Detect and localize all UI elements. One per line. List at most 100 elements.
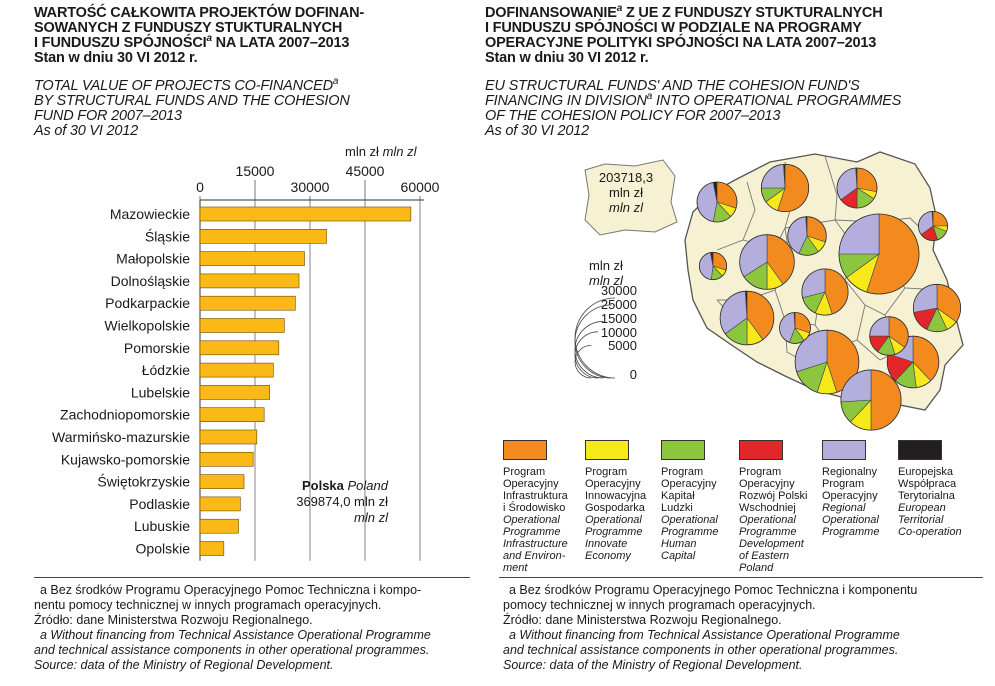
legend-label-en: Operational	[503, 514, 560, 526]
category-label: Wielkopolskie	[104, 318, 190, 334]
legend-label-en: Infrastructure	[503, 538, 568, 550]
category-label: Zachodniopomorskie	[60, 407, 190, 423]
legend-label-en: Programme	[739, 526, 797, 538]
legend-label-en: of Eastern Poland	[739, 550, 790, 574]
pie-outline	[779, 312, 811, 344]
pie-wielkopolskie	[739, 234, 795, 290]
legend-label-pl: Ludzki	[661, 502, 693, 514]
legend-label-en: Operational	[585, 514, 642, 526]
legend-label-en: Operational	[739, 514, 796, 526]
bar	[199, 541, 225, 556]
legend-label-pl: Wschodniej	[739, 502, 796, 514]
legend-label-en: Capital	[661, 550, 696, 562]
pie-outline	[760, 163, 810, 213]
legend-entry: Europejska Współpraca Terytorialna European…	[898, 466, 980, 538]
legend-label-pl: Program	[661, 466, 704, 478]
right-panel: DOFINANSOWANIEa Z UE Z FUNDUSZY STUKTURA…	[485, 0, 995, 686]
pie-outline	[794, 329, 860, 395]
pie-podlaskie	[917, 210, 949, 242]
legend-label-pl: Gospodarka	[585, 502, 645, 514]
pie-warmińsko-mazurskie	[836, 167, 878, 209]
x-tick-label: 15000	[236, 163, 275, 179]
legend-label-pl: Rozwój Polski	[739, 490, 808, 502]
pie-zachodniopomorskie	[696, 181, 738, 223]
pie-outline	[886, 335, 940, 389]
legend-swatch	[898, 440, 942, 460]
pie-outline	[719, 290, 775, 346]
category-label: Podkarpackie	[105, 295, 190, 311]
pie-outline	[696, 181, 738, 223]
legend-label-pl: Europejska	[898, 466, 954, 478]
legend-entry: Program Operacyjny Infrastruktura i Środowi…	[503, 466, 585, 574]
pie-outline	[838, 213, 920, 295]
scale-label: 30000	[601, 283, 637, 298]
bar	[199, 251, 305, 266]
pie-outline	[836, 167, 878, 209]
pie-łódzkie	[801, 268, 849, 316]
pie-świętokrzyskie	[869, 316, 909, 356]
category-label: Łódzkie	[142, 362, 190, 378]
pie-mazowieckie	[838, 213, 920, 295]
legend-label-pl: Terytorialna	[898, 490, 955, 502]
pie-małopolskie	[840, 369, 902, 431]
pie-kujawsko-pomorskie	[787, 216, 827, 256]
pie-outline	[917, 210, 949, 242]
right-title-pl: DOFINANSOWANIEa Z UE Z FUNDUSZY STUKTURA…	[485, 3, 883, 66]
legend-label-en: European	[898, 502, 946, 514]
category-label: Mazowieckie	[110, 206, 190, 222]
right-footnote: a Bez środków Programu Operacyjnego Pomo…	[503, 583, 918, 672]
category-label: Kujawsko-pomorskie	[61, 451, 190, 467]
pie-opolskie	[779, 312, 811, 344]
x-tick-label: 0	[196, 179, 204, 195]
category-label: Podlaskie	[129, 496, 190, 512]
left-unit-label: mln zł mln zl	[345, 144, 417, 159]
bar	[199, 318, 285, 333]
scale-unit: mln zł mln zl	[589, 258, 623, 288]
legend-entry: Regionalny Program Operacyjny Regional Opera…	[822, 466, 904, 538]
x-tick-label: 30000	[291, 179, 330, 195]
scale-label: 5000	[608, 338, 637, 353]
scale-label: 10000	[601, 325, 637, 340]
bar	[199, 474, 245, 489]
bar	[199, 407, 265, 422]
pie-outline	[840, 369, 902, 431]
category-label: Lubelskie	[131, 384, 190, 400]
bar	[199, 429, 258, 445]
legend-label-en: Economy	[585, 550, 631, 562]
category-label: Pomorskie	[124, 340, 190, 356]
legend-entry: Program Operacyjny Kapitał Ludzki Operationa…	[661, 466, 743, 562]
legend-label-pl: Program	[739, 466, 782, 478]
legend-label-en: Operational	[661, 514, 718, 526]
bar	[199, 451, 254, 467]
total-inset	[584, 159, 678, 236]
legend-label-pl: Operacyjny	[739, 478, 795, 490]
category-label: Warmińsko-mazurskie	[52, 429, 190, 445]
pie-outline	[869, 316, 909, 356]
legend-label-pl: Program	[503, 466, 546, 478]
bar	[199, 273, 300, 289]
pie-outline	[912, 283, 962, 333]
scale-arc	[574, 331, 599, 379]
x-tick-label: 45000	[346, 163, 385, 179]
scale-label: 15000	[601, 311, 637, 326]
bar	[199, 496, 241, 512]
bar	[199, 295, 296, 311]
pies-layer	[696, 163, 962, 431]
legend-label-en: Human	[661, 538, 697, 550]
pie-śląskie	[794, 329, 860, 395]
legend-swatch	[739, 440, 783, 460]
legend-label-en: Programme	[661, 526, 719, 538]
legend-label-en: Regional	[822, 502, 866, 514]
pie-pomorskie	[760, 163, 810, 213]
right-divider	[499, 577, 983, 578]
legend-label-en: Development	[739, 538, 804, 550]
category-label: Lubuskie	[134, 518, 190, 534]
legend-swatch	[822, 440, 866, 460]
left-divider	[34, 577, 470, 578]
legend-label-en: Operational	[822, 514, 879, 526]
legend-entry: Program Operacyjny Rozwój Polski Wschodniej…	[739, 466, 821, 574]
x-tick-label: 60000	[401, 179, 440, 195]
scale-arc	[574, 321, 604, 379]
